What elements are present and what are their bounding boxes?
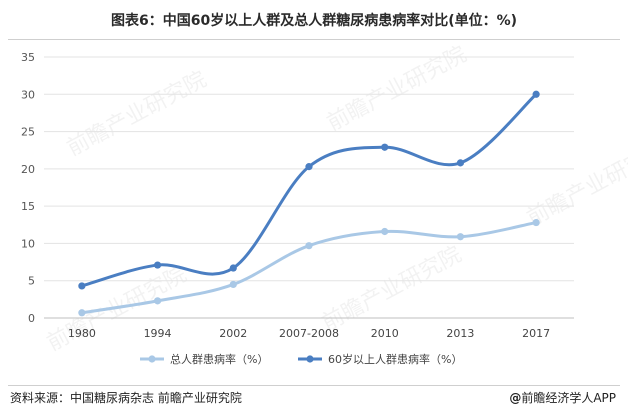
brand-text: 前瞻经济学人APP — [521, 391, 616, 405]
legend: 总人群患病率（%） 60岁以上人群患病率（%） — [140, 352, 462, 366]
data-point — [456, 159, 465, 167]
y-tick-label: 5 — [28, 275, 35, 288]
x-tick-label: 2017 — [522, 327, 550, 340]
series-line-1 — [81, 93, 538, 288]
x-tick-label: 1994 — [144, 327, 172, 340]
x-tick-label: 1980 — [68, 327, 96, 340]
y-tick-label: 30 — [21, 88, 35, 101]
brand-icon: @ — [509, 391, 522, 405]
data-point — [381, 143, 389, 151]
series-points — [78, 90, 540, 317]
y-axis-ticks: 0 5 10 15 20 25 30 35 — [21, 51, 35, 325]
legend-swatch-point — [148, 355, 156, 363]
watermark-text: 前瞻产业研究院 — [63, 67, 211, 161]
y-tick-label: 15 — [21, 200, 35, 213]
brand-label: @前瞻经济学人APP — [509, 389, 616, 406]
legend-swatch-point — [306, 355, 314, 363]
legend-label: 总人群患病率（%） — [170, 352, 268, 366]
watermark-text: 前瞻产业研究院 — [523, 137, 628, 231]
y-tick-label: 0 — [28, 312, 35, 325]
x-tick-label: 2007-2008 — [279, 327, 339, 340]
y-tick-label: 10 — [21, 237, 35, 250]
data-point — [532, 90, 540, 98]
title-divider — [8, 39, 620, 40]
chart-title: 图表6：中国60岁以上人群及总人群糖尿病患病率对比(单位：%) — [110, 13, 518, 29]
data-point — [153, 297, 162, 305]
data-point — [78, 282, 86, 290]
x-tick-label: 2013 — [446, 327, 474, 340]
footer-divider — [8, 385, 620, 386]
legend-label: 60岁以上人群患病率（%） — [328, 352, 462, 366]
data-point — [532, 218, 540, 227]
y-tick-label: 25 — [21, 126, 35, 139]
x-tick-label: 2010 — [371, 327, 399, 340]
source-note: 资料来源：中国糖尿病杂志 前瞻产业研究院 — [10, 391, 242, 405]
data-point — [229, 280, 237, 289]
x-tick-label: 2002 — [219, 327, 247, 340]
data-point — [153, 261, 162, 269]
data-point — [78, 309, 86, 317]
y-tick-label: 35 — [21, 51, 35, 64]
x-axis-ticks: 1980 1994 2002 2007-2008 2010 2013 2017 — [68, 327, 550, 340]
y-tick-label: 20 — [21, 163, 35, 176]
watermark-text: 前瞻产业研究院 — [318, 242, 466, 336]
data-point — [456, 233, 465, 241]
data-point — [305, 242, 313, 250]
data-point — [381, 227, 389, 236]
grid-lines — [44, 56, 574, 319]
watermark-text: 前瞻产业研究院 — [323, 42, 471, 136]
data-point — [229, 264, 237, 272]
data-point — [305, 163, 313, 171]
